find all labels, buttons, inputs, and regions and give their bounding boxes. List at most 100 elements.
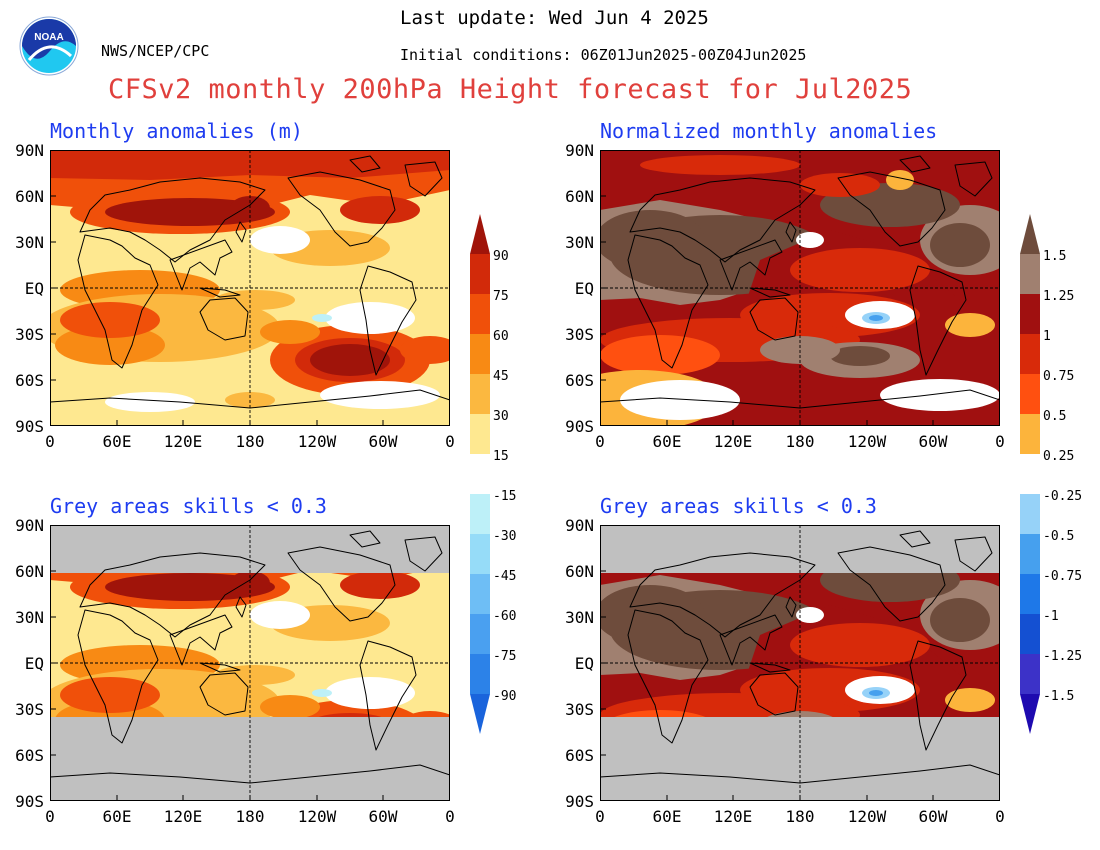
coastline (954, 536, 993, 572)
coastline (627, 234, 709, 369)
lon-label: 180 (235, 432, 265, 451)
anomaly-contour (60, 677, 160, 713)
colorbar-label: 1 (1043, 329, 1051, 344)
lat-label: 60S (15, 746, 44, 765)
panel-title-br: Grey areas skills < 0.3 (600, 494, 877, 518)
anomaly-contour (790, 248, 930, 292)
lat-label: 90N (565, 516, 594, 535)
colorbar-label: -75 (493, 649, 517, 664)
lat-label: 30N (15, 233, 44, 252)
colorbar-swatch (1020, 254, 1040, 294)
colorbar-swatch (1020, 654, 1040, 694)
lat-label: 90N (15, 516, 44, 535)
coastline (719, 239, 783, 291)
lon-label: 60W (918, 807, 948, 826)
coastline (79, 177, 266, 263)
coastline (169, 239, 233, 291)
anomaly-contour (400, 336, 450, 364)
colorbar-arrow-bottom (1020, 694, 1040, 734)
lon-label: 120E (163, 432, 203, 451)
coastline (199, 662, 241, 673)
coastline (359, 265, 417, 376)
colorbar-swatch (1020, 334, 1040, 374)
lat-label: 30S (15, 700, 44, 719)
anomaly-contour (325, 677, 415, 709)
anomaly-contour (260, 695, 320, 719)
anomaly-contour (340, 571, 420, 599)
lon-label: 120E (713, 807, 753, 826)
colorbar-label: 60 (493, 329, 509, 344)
coastline (169, 614, 233, 666)
lon-label: 60W (368, 432, 398, 451)
lon-label: 120E (163, 807, 203, 826)
lon-label: 120W (297, 807, 337, 826)
colorbar-label: 1.5 (1043, 249, 1067, 264)
lat-label: 60N (15, 187, 44, 206)
coastline (749, 297, 799, 341)
coastline (349, 530, 381, 548)
anomaly-contour (250, 226, 310, 254)
panel-title-tl: Monthly anomalies (m) (50, 119, 303, 143)
lat-label: 90S (565, 417, 594, 436)
colorbar-swatch (470, 494, 490, 534)
coastline (600, 764, 1000, 801)
panel-title-tr: Normalized monthly anomalies (600, 119, 938, 143)
colorbar-swatch (1020, 374, 1040, 414)
coastline (349, 155, 381, 173)
anomaly-contour (869, 315, 883, 321)
lon-label: 0 (45, 807, 55, 826)
lon-label: 0 (995, 432, 1005, 451)
colorbar-label: 0.25 (1043, 449, 1075, 464)
coastline (235, 221, 247, 243)
coastline (77, 609, 159, 744)
lon-label: 0 (445, 807, 455, 826)
lat-label: EQ (24, 654, 44, 673)
anomaly-contour (930, 223, 990, 267)
colorbar-swatch (1020, 294, 1040, 334)
coastline (404, 161, 443, 197)
panel-title-bl: Grey areas skills < 0.3 (50, 494, 327, 518)
lat-label: 30N (565, 233, 594, 252)
colorbar-swatch (1020, 614, 1040, 654)
lon-label: 0 (45, 432, 55, 451)
lat-label: 60N (565, 187, 594, 206)
anomaly-contour (830, 346, 890, 366)
coastline (50, 389, 450, 426)
lat-label: 30S (15, 325, 44, 344)
colorbar-label: 75 (493, 289, 509, 304)
org-label: NWS/NCEP/CPC (101, 42, 210, 60)
anomaly-contour (215, 665, 295, 685)
lat-label: 60S (565, 746, 594, 765)
initial-conditions: Initial conditions: 06Z01Jun2025-00Z04Ju… (400, 46, 807, 64)
lon-label: 60E (652, 807, 682, 826)
anomaly-contour (790, 623, 930, 667)
colorbar-label: -60 (493, 609, 517, 624)
anomaly-contour (312, 689, 332, 697)
svg-text:NOAA: NOAA (34, 32, 63, 43)
noaa-logo-icon: NOAA (19, 16, 79, 76)
coastline (404, 536, 443, 572)
coastline (600, 389, 1000, 426)
anomaly-contour (60, 302, 160, 338)
lat-label: EQ (574, 654, 594, 673)
colorbar-label: -1.25 (1043, 649, 1083, 664)
colorbar-label: -1 (1043, 609, 1059, 624)
coastline (287, 546, 396, 622)
anomaly-contour (600, 210, 705, 270)
colorbar-label: 30 (493, 409, 509, 424)
coastline (749, 662, 791, 673)
coastline (79, 552, 266, 638)
lat-label: EQ (24, 279, 44, 298)
lon-label: 60W (918, 432, 948, 451)
colorbar-swatch (470, 534, 490, 574)
colorbar-label: -30 (493, 529, 517, 544)
coastline (909, 265, 967, 376)
lon-label: 180 (235, 807, 265, 826)
colorbar-swatch (470, 454, 490, 494)
lat-label: 60S (565, 371, 594, 390)
coastline (359, 640, 417, 751)
coastline (899, 155, 931, 173)
lat-label: 90S (15, 792, 44, 811)
colorbar-swatch (470, 294, 490, 334)
lon-label: 0 (595, 807, 605, 826)
